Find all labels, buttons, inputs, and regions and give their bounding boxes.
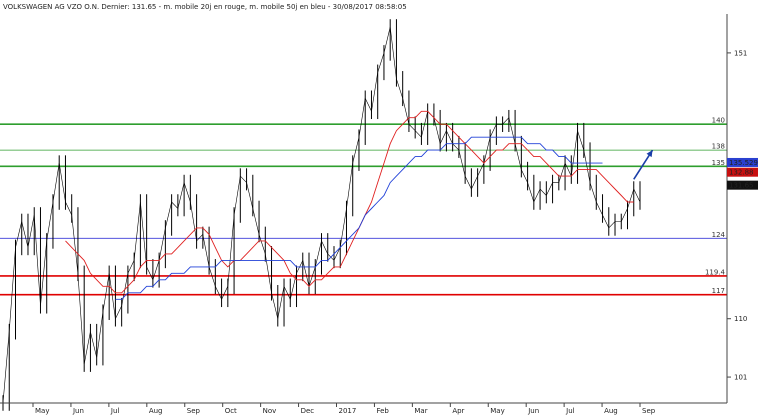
price-badge-0 <box>727 157 758 167</box>
y-tick-label-2: 101 <box>734 374 747 382</box>
x-tick-label-11: Apr <box>452 407 464 415</box>
trend-arrow-head <box>646 150 653 158</box>
x-tick-label-15: Aug <box>604 407 618 415</box>
x-tick-label-5: Oct <box>225 407 237 415</box>
x-tick-label-14: Jul <box>565 407 575 415</box>
price-badges: 135.529 132.88 131.65 <box>727 157 758 190</box>
price-line <box>2 26 641 404</box>
x-tick-label-4: Sep <box>187 407 201 415</box>
x-tick-label-2: Jul <box>110 407 120 415</box>
price-badge-2 <box>727 180 758 190</box>
x-tick-label-1: Jun <box>72 407 84 415</box>
chart-series <box>2 19 641 411</box>
x-tick-label-13: Jun <box>527 407 539 415</box>
price-badge-1 <box>727 167 758 177</box>
x-tick-label-8: 2017 <box>339 407 357 415</box>
level-label-4: 119.4 <box>705 268 726 276</box>
price-badge-label-2: 131.65 <box>729 182 754 190</box>
y-tick-label-1: 110 <box>734 315 747 323</box>
y-tick-label-0: 151 <box>734 49 747 57</box>
x-tick-label-12: May <box>490 407 504 415</box>
level-label-3: 124 <box>712 231 726 239</box>
x-axis-ticks: May Jun Jul Aug Sep Oct Nov Dec 2017 Feb Mar Apr May… <box>32 403 656 415</box>
x-tick-label-7: Dec <box>301 407 315 415</box>
ma50-line <box>115 136 603 300</box>
ma20-line <box>65 110 634 294</box>
level-label-0: 140 <box>712 117 725 125</box>
level-label-1: 138 <box>712 143 725 151</box>
y-axis-ticks: 151 110 101 <box>727 49 747 382</box>
x-tick-label-3: Aug <box>149 407 163 415</box>
level-label-2: 135 <box>712 159 725 167</box>
x-tick-label-6: Nov <box>263 407 277 415</box>
x-tick-label-9: Feb <box>376 407 389 415</box>
x-tick-label-0: May <box>35 407 49 415</box>
horizontal-levels: 140 138 135 124 119.4 117 <box>0 117 727 296</box>
price-badge-label-0: 135.529 <box>729 159 758 167</box>
x-tick-label-16: Sep <box>642 407 656 415</box>
chart-title: VOLKSWAGEN AG VZO O.N. Dernier: 131.65 -… <box>3 3 407 11</box>
level-label-5: 117 <box>712 287 725 295</box>
chart-annotations <box>633 149 654 180</box>
x-tick-label-10: Mar <box>414 407 427 415</box>
price-badge-label-1: 132.88 <box>729 169 754 177</box>
